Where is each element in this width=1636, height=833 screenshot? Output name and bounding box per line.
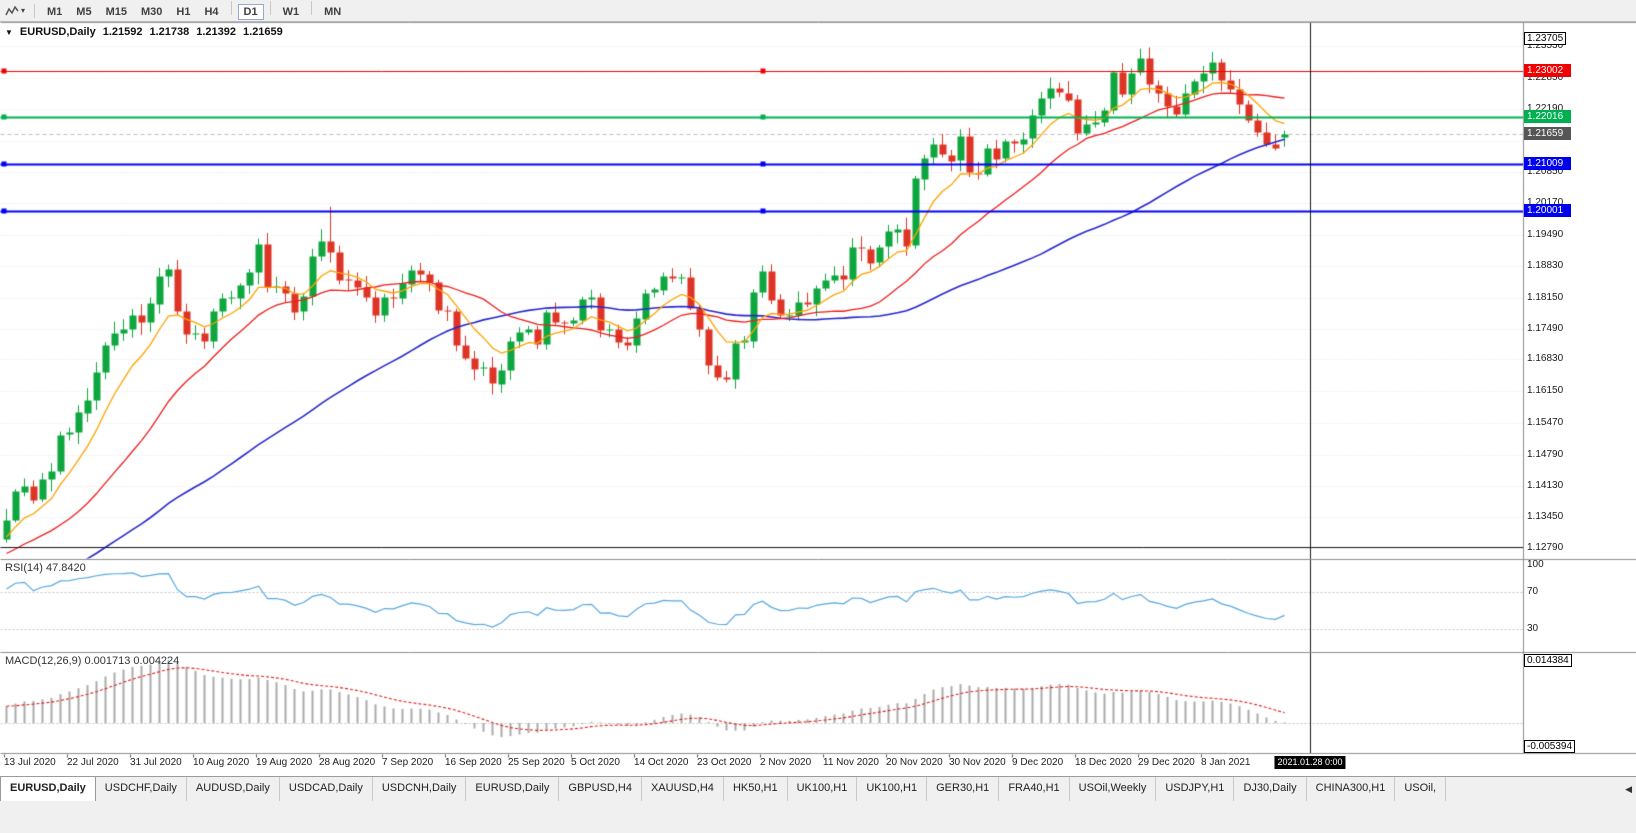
tab-uk100-h1[interactable]: UK100,H1 [857,777,928,801]
tab-dj30-daily[interactable]: DJ30,Daily [1234,777,1307,801]
date-axis-label: 11 Nov 2020 [823,757,879,768]
crosshair-date-label: 2021.01.28 0:00 [1274,756,1346,769]
price-axis-label: 1.23530 [1527,40,1564,52]
tab-usdcad-daily[interactable]: USDCAD,Daily [280,777,373,801]
toolbar: ▾ M1 M5 M15 M30 H1 H4 D1 W1 MN [0,0,1636,22]
tab-usoil[interactable]: USOil, [1395,777,1447,801]
toolbar-separator [311,1,313,15]
timeframe-button-h4[interactable]: H4 [204,6,219,18]
date-axis-label: 9 Dec 2020 [1012,757,1064,768]
date-axis-label: 8 Jan 2021 [1201,757,1251,768]
date-axis-label: 18 Dec 2020 [1075,757,1132,768]
price-axis-label: 1.14790 [1527,448,1564,460]
price-axis-label: 1.19490 [1527,229,1564,241]
level-price-tag: 1.20001 [1524,204,1571,218]
tab-scroll-left-button[interactable]: ◀ [1625,784,1632,794]
timeframe-button-h1[interactable]: H1 [176,6,191,18]
date-axis-label: 2 Nov 2020 [760,757,812,768]
level-price-tag: 1.21009 [1524,157,1571,171]
zigzag-chart-icon[interactable] [5,5,19,17]
tab-eurusd-daily[interactable]: EURUSD,Daily [466,777,560,801]
close-value: 1.21659 [243,26,283,38]
tab-eurusd-daily[interactable]: EURUSD,Daily [0,777,96,801]
price-axis-label: 1.18830 [1527,259,1564,271]
timeframe-button-m5[interactable]: M5 [76,6,92,18]
price-axis-label: 1.14130 [1527,479,1564,491]
toolbar-separator [34,3,36,18]
price-axis-label: 1.18150 [1527,291,1564,303]
date-axis-label: 28 Aug 2020 [319,757,376,768]
price-axis-label: 1.20170 [1527,197,1564,209]
timeframe-button-m30[interactable]: M30 [140,6,163,18]
tab-uk100-h1[interactable]: UK100,H1 [788,777,858,801]
price-axis-label: 1.16830 [1527,353,1564,365]
macd-indicator-label: MACD(12,26,9) 0.001713 0.004224 [5,655,180,667]
date-axis-label: 7 Sep 2020 [382,757,434,768]
level-price-tag: 1.22016 [1524,110,1571,124]
price-axis-label: 1.20850 [1527,165,1564,177]
date-axis-label: 25 Sep 2020 [508,757,565,768]
chart-tabs: EURUSD,Daily USDCHF,Daily AUDUSD,Daily USDC… [0,777,1636,801]
date-axis-label: 20 Nov 2020 [886,757,943,768]
tab-usdcnh-daily[interactable]: USDCNH,Daily [373,777,467,801]
symbol-dropdown-icon[interactable]: ▼ [5,28,13,37]
timeframe-button-group: M1 M5 M15 M30 H1 H4 D1 W1 MN [40,1,348,20]
date-axis-label: 10 Aug 2020 [193,757,250,768]
symbol-label: EURUSD,Daily [19,26,96,38]
date-axis-label: 23 Oct 2020 [697,757,752,768]
rsi-indicator-label: RSI(14) 47.8420 [5,562,86,574]
date-axis-label: 19 Aug 2020 [256,757,313,768]
rsi-axis-label: 30 [1527,623,1539,634]
current-price-tag: 1.21659 [1524,126,1571,140]
chart-title: ▼ EURUSD,Daily 1.21592 1.21738 1.21392 1.2165… [5,26,290,38]
level-price-tag: 1.23002 [1524,63,1571,77]
rsi-axis-label: 100 [1527,559,1544,570]
price-axis-label: 1.12790 [1527,542,1564,554]
chevron-down-icon[interactable]: ▾ [21,6,26,15]
tab-china300-h1[interactable]: CHINA300,H1 [1307,777,1396,801]
date-axis-label: 14 Oct 2020 [634,757,689,768]
timeframe-button-mn[interactable]: MN [324,6,342,18]
timeframe-button-m1[interactable]: M1 [47,6,63,18]
price-axis-label: 1.17490 [1527,322,1564,334]
open-value: 1.21592 [102,26,143,38]
tab-audusd-daily[interactable]: AUDUSD,Daily [187,777,280,801]
toolbar-separator [230,1,232,15]
rsi-axis-label: 70 [1527,586,1539,598]
macd-scale-min-label: -0.005394 [1524,740,1576,753]
price-axis-label: 1.16150 [1527,385,1564,397]
timeframe-button-w1[interactable]: W1 [282,6,300,18]
tab-usdchf-daily[interactable]: USDCHF,Daily [96,777,187,801]
window-tab-bar: EURUSD,Daily USDCHF,Daily AUDUSD,Daily USDC… [0,776,1636,833]
date-axis-label: 5 Oct 2020 [571,757,620,768]
tab-gbpusd-h4[interactable]: GBPUSD,H4 [559,777,642,801]
date-axis-label: 30 Nov 2020 [949,757,1006,768]
tab-fra40-h1[interactable]: FRA40,H1 [999,777,1070,801]
scale-max-label: 1.23705 [1524,32,1567,46]
timeframe-button-m15[interactable]: M15 [105,6,127,18]
date-axis-label: 29 Dec 2020 [1138,757,1195,768]
tab-hk50-h1[interactable]: HK50,H1 [724,777,788,801]
date-axis-label: 22 Jul 2020 [67,757,119,768]
toolbar-separator [269,1,271,15]
macd-scale-max-label: 0.014384 [1524,654,1572,667]
date-axis-label: 31 Jul 2020 [130,757,182,768]
price-axis-label: 1.22850 [1527,72,1564,84]
tab-ger30-h1[interactable]: GER30,H1 [927,777,1000,801]
tab-xauusd-h4[interactable]: XAUUSD,H4 [642,777,724,801]
date-axis-label: 13 Jul 2020 [4,757,56,768]
date-axis-label: 16 Sep 2020 [445,757,502,768]
price-axis-label: 1.22190 [1527,102,1564,114]
timeframe-button-d1[interactable]: D1 [237,4,264,20]
tab-usoil-weekly[interactable]: USOil,Weekly [1070,777,1157,801]
tab-usdjpy-h1[interactable]: USDJPY,H1 [1156,777,1235,801]
low-value: 1.21392 [196,26,237,38]
price-axis-label: 1.13450 [1527,511,1564,523]
high-value: 1.21738 [149,26,190,38]
price-axis-label: 1.15470 [1527,416,1564,428]
